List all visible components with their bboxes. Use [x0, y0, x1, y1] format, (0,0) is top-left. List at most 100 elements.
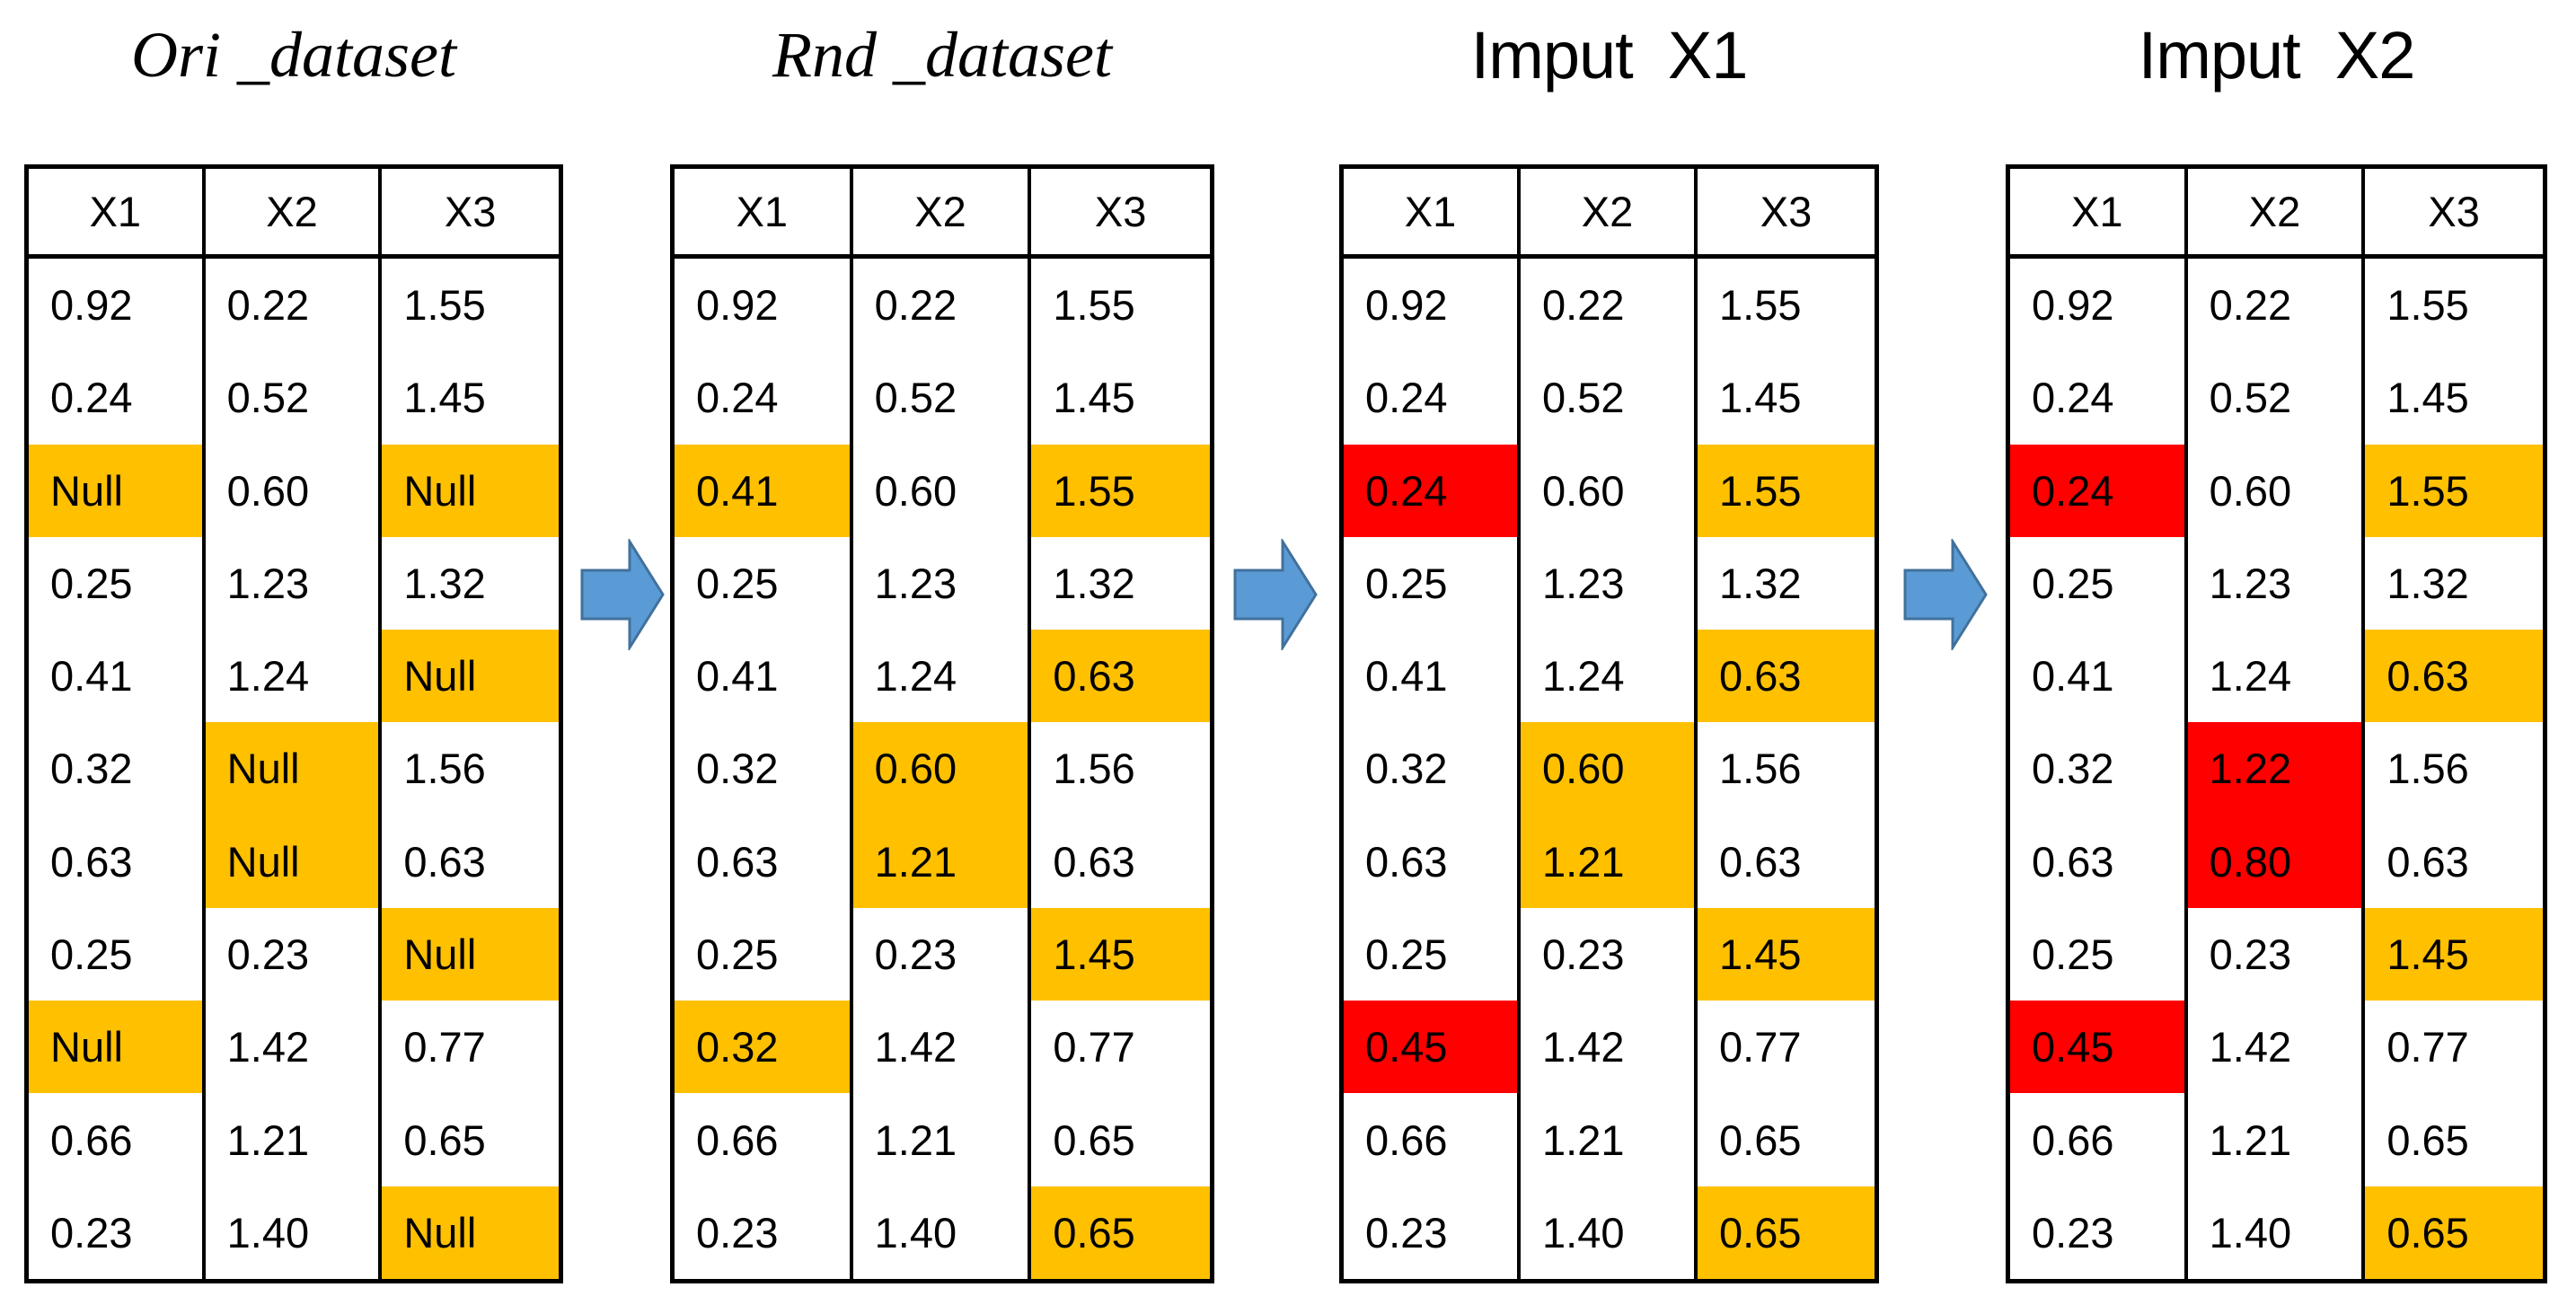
right-arrow-icon — [580, 539, 665, 650]
table-cell: 0.45 — [2010, 1001, 2188, 1094]
table-cell: 0.60 — [852, 722, 1032, 816]
table-cell: 0.23 — [1344, 1186, 1521, 1279]
table-cell: 0.63 — [1698, 630, 1875, 723]
table-cell: 0.60 — [853, 444, 1032, 537]
table-cell: 1.24 — [1521, 630, 1698, 723]
table-cell: 0.63 — [403, 837, 486, 886]
table-cell: 0.66 — [1344, 1093, 1521, 1186]
table-cell: 1.32 — [1719, 559, 1802, 607]
table-cell: 0.52 — [853, 351, 1032, 445]
table-cell: 0.32 — [1344, 722, 1521, 816]
table-cell: 0.25 — [675, 536, 853, 630]
table-cell: 0.66 — [2010, 1093, 2188, 1186]
table-cell: 1.55 — [1031, 444, 1210, 537]
table-cell: 0.24 — [1344, 444, 1521, 537]
table-cell: 0.52 — [2188, 351, 2366, 445]
table-cell: 1.42 — [853, 1001, 1032, 1094]
table-cell: 0.25 — [675, 907, 853, 1001]
table-cell: 0.65 — [1698, 1186, 1875, 1279]
table-cell: 1.55 — [1698, 444, 1875, 537]
table-cell: 1.23 — [2188, 536, 2366, 630]
table-cell: Null — [205, 722, 383, 816]
table-cell: 1.32 — [403, 559, 486, 607]
table-cell: 1.55 — [1719, 281, 1802, 330]
table-cell: 1.22 — [2187, 722, 2366, 816]
table-cell: 0.63 — [675, 815, 853, 908]
table-cell: Null — [382, 630, 559, 723]
table-cell: 0.60 — [2188, 444, 2366, 537]
table-cell: 1.24 — [206, 630, 383, 723]
table-imput-x1: X1 X2 X3 0.92 0.22 1.55 0.24 0.52 1.45 0.24 0.60 1.… — [1339, 164, 1879, 1283]
table-cell: 0.80 — [2187, 815, 2366, 908]
table-cell: Null — [29, 444, 206, 537]
table-cell: 0.24 — [2010, 351, 2188, 445]
table-cell: 1.23 — [853, 536, 1032, 630]
table-cell: 0.60 — [1521, 722, 1698, 816]
table-cell: 1.56 — [1053, 745, 1135, 793]
table-cell: 0.24 — [1344, 351, 1521, 445]
table-cell: 0.65 — [1053, 1115, 1135, 1164]
table-cell: 1.23 — [1521, 536, 1698, 630]
column-header: X2 — [205, 169, 383, 259]
table-cell: 0.41 — [29, 630, 206, 723]
table-cell: 1.42 — [206, 1001, 383, 1094]
table-cell: 1.56 — [2386, 745, 2469, 793]
table-cell: 1.45 — [1719, 374, 1802, 422]
table-cell: 0.77 — [403, 1023, 486, 1071]
table-cell: 0.32 — [2010, 722, 2188, 816]
table-cell: 0.41 — [675, 444, 853, 537]
table-imput-x2: X1 X2 X3 0.92 0.22 1.55 0.24 0.52 1.45 0.24 0.60 1.… — [2006, 164, 2547, 1283]
table-cell: 0.92 — [675, 259, 853, 352]
title-rnd-dataset: Rnd _dataset — [772, 18, 1112, 91]
table-cell: 0.63 — [1719, 837, 1802, 886]
table-cell: 0.92 — [2010, 259, 2188, 352]
table-cell: 1.56 — [1719, 745, 1802, 793]
table-cell: 1.45 — [2386, 374, 2469, 422]
right-arrow-icon — [1903, 539, 1988, 650]
column-header: X2 — [1521, 169, 1698, 259]
table-cell: 1.21 — [852, 815, 1032, 908]
table-cell: 0.65 — [2386, 1115, 2469, 1164]
table-cell: 0.22 — [1521, 259, 1698, 352]
table-cell: 1.40 — [853, 1186, 1032, 1279]
table-cell: 0.25 — [2010, 907, 2188, 1001]
table-cell: 1.32 — [2386, 559, 2469, 607]
table-cell: 0.23 — [1521, 907, 1698, 1001]
table-cell: 0.65 — [1719, 1115, 1802, 1164]
table-cell: 0.77 — [1053, 1023, 1135, 1071]
table-cell: 0.32 — [675, 1001, 853, 1094]
table-cell: 1.21 — [206, 1093, 383, 1186]
table-cell: 0.92 — [1344, 259, 1521, 352]
column-header: X3 — [382, 169, 559, 259]
table-cell: 1.42 — [2188, 1001, 2366, 1094]
table-cell: Null — [382, 1186, 559, 1279]
table-cell: 1.55 — [403, 281, 486, 330]
table-cell: 1.24 — [2188, 630, 2366, 723]
table-cell: 0.32 — [675, 722, 853, 816]
table-cell: 0.63 — [29, 815, 206, 908]
table-cell: 0.92 — [29, 259, 206, 352]
table-cell: 1.42 — [1521, 1001, 1698, 1094]
table-cell: 0.65 — [2365, 1186, 2543, 1279]
table-cell: 1.56 — [403, 745, 486, 793]
table-cell: 1.55 — [2365, 444, 2543, 537]
table-cell: 0.41 — [1344, 630, 1521, 723]
table-cell: 1.45 — [1031, 907, 1210, 1001]
table-cell: 0.23 — [29, 1186, 206, 1279]
table-cell: 0.52 — [206, 351, 383, 445]
table-cell: 0.41 — [2010, 630, 2188, 723]
title-imput-x1: Imput X1 — [1470, 17, 1749, 93]
table-cell: 0.22 — [2188, 259, 2366, 352]
column-header: X3 — [2365, 169, 2543, 259]
table-cell: 0.60 — [1521, 444, 1698, 537]
table-cell: 1.23 — [206, 536, 383, 630]
table-cell: 0.63 — [2010, 815, 2188, 908]
table-ori-dataset: X1 X2 X3 0.92 0.22 1.55 0.24 0.52 1.45 Null 0.60 Nu… — [24, 164, 563, 1283]
table-cell: 1.32 — [1053, 559, 1135, 607]
column-header: X2 — [852, 169, 1032, 259]
table-cell: 1.40 — [1521, 1186, 1698, 1279]
table-cell: 0.25 — [2010, 536, 2188, 630]
table-cell: 0.66 — [675, 1093, 853, 1186]
table-cell: 0.41 — [675, 630, 853, 723]
